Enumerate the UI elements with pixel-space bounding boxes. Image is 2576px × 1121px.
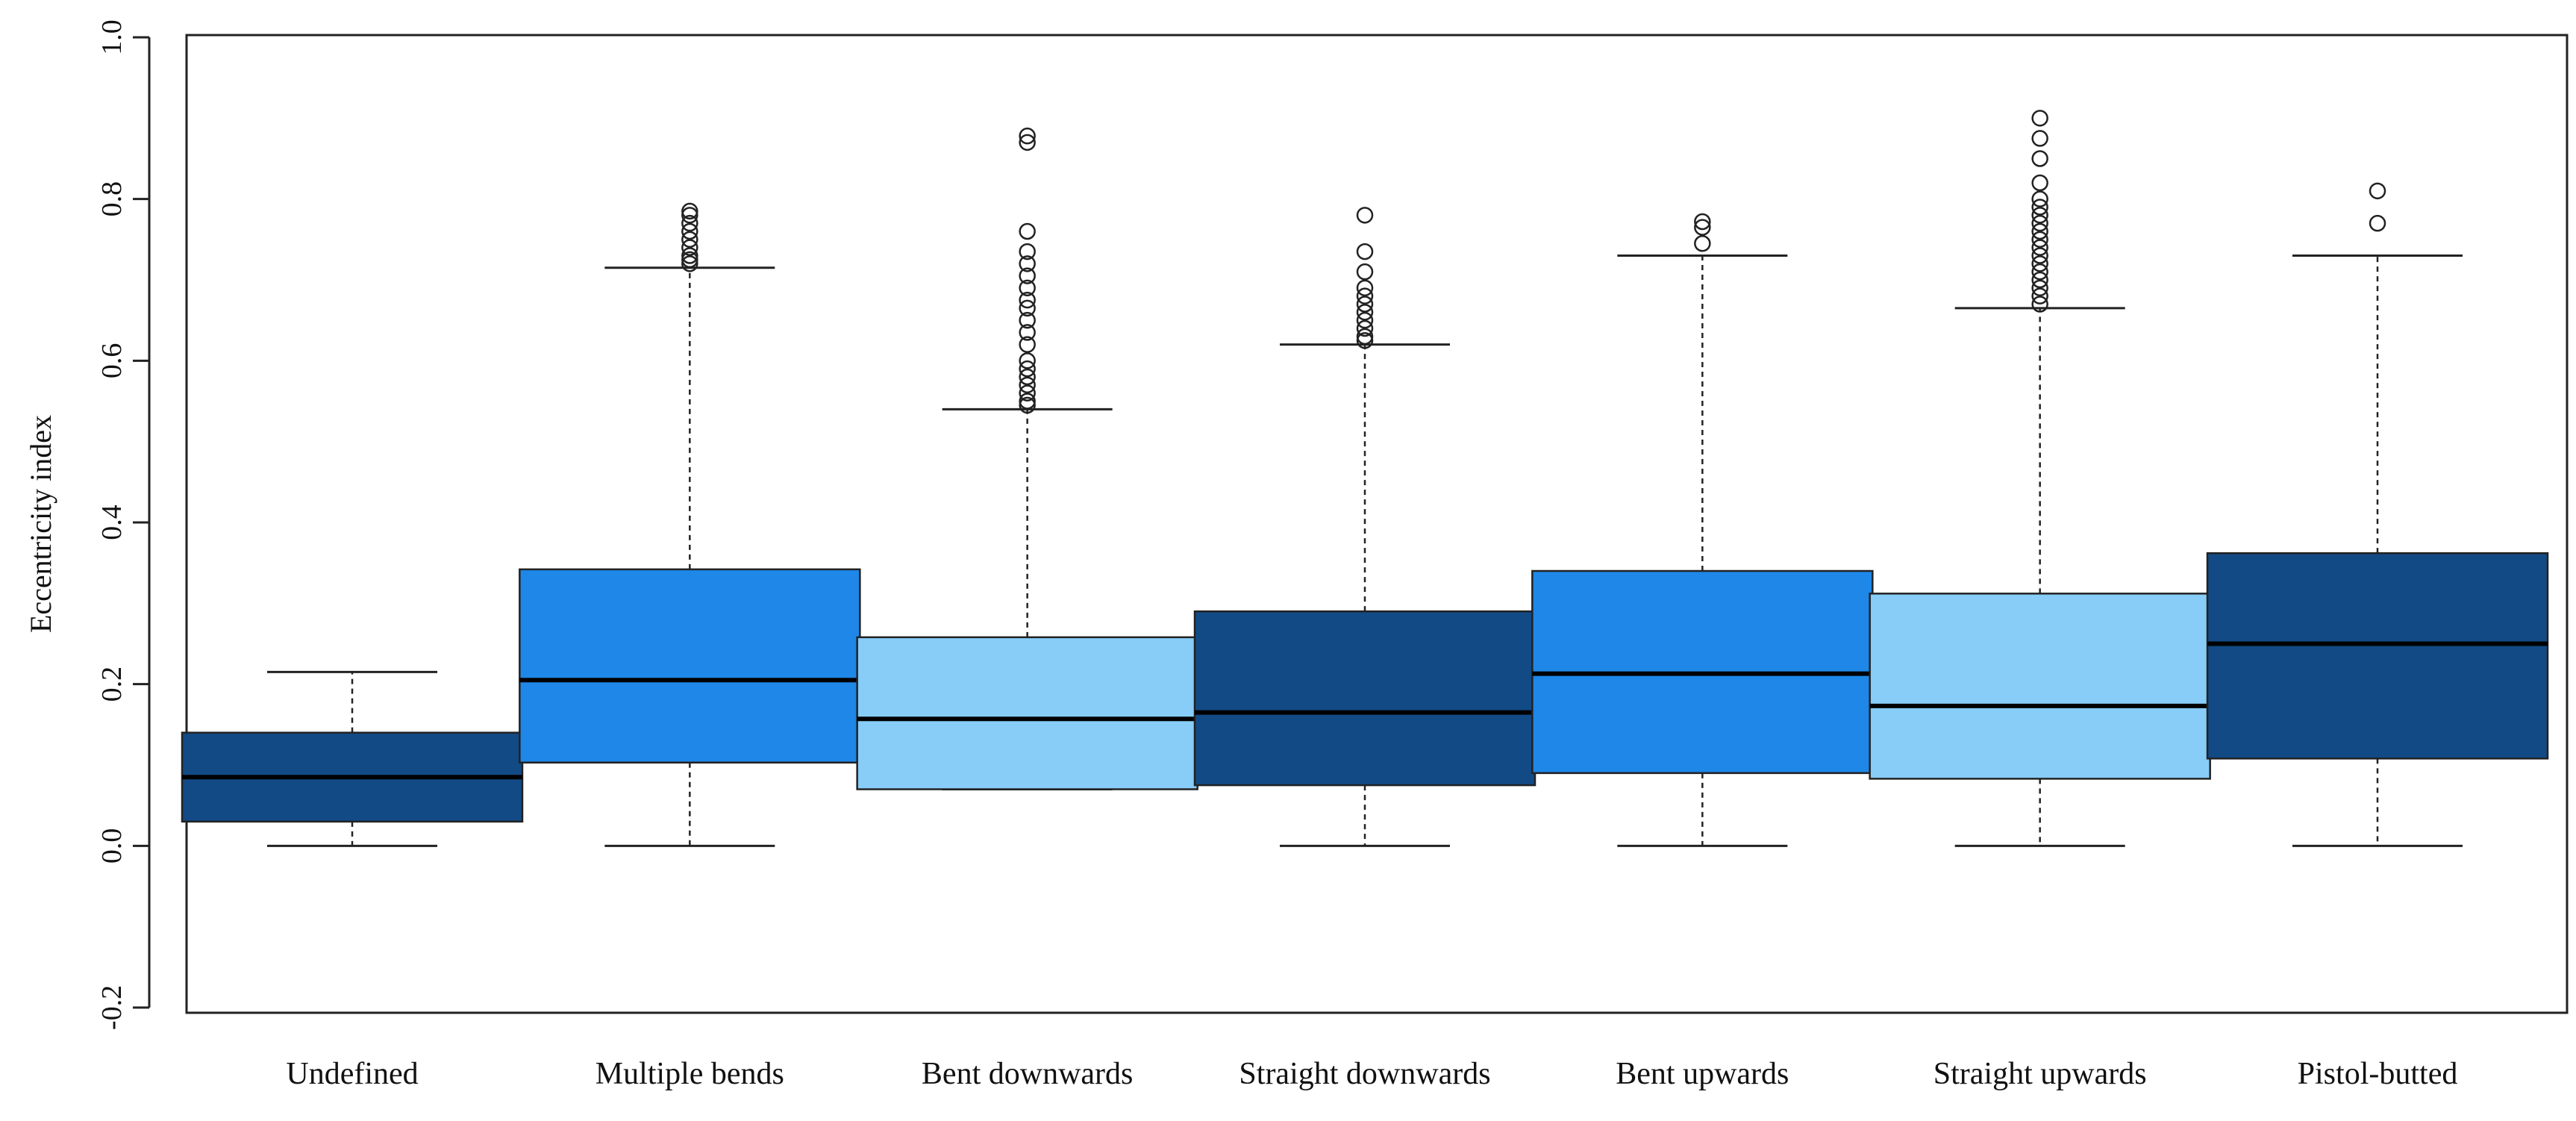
y-tick-label: 1.0 <box>96 19 128 55</box>
outlier-point <box>1356 263 1374 281</box>
outlier-point <box>2031 130 2048 147</box>
outlier-point <box>2031 239 2048 256</box>
outlier-point <box>1694 213 1711 231</box>
outlier-point <box>1019 384 1036 402</box>
outlier-point <box>2369 214 2386 232</box>
outlier-point <box>1019 393 1036 410</box>
outlier-point <box>2031 110 2048 127</box>
outlier-point <box>2031 150 2048 167</box>
outlier-point <box>2031 255 2048 272</box>
outlier-point <box>1019 368 1036 386</box>
outlier-point <box>1356 319 1374 337</box>
outlier-point <box>2031 296 2048 313</box>
outlier-point <box>1019 267 1036 284</box>
y-tick-label: 0.0 <box>96 828 128 864</box>
outlier-point <box>1019 222 1036 240</box>
outlier-point <box>681 239 698 256</box>
outlier-point <box>1356 332 1374 349</box>
category-label: Pistol-butted <box>2298 1057 2458 1091</box>
outlier-point <box>2031 247 2048 264</box>
outlier-point <box>2031 231 2048 249</box>
outlier-point <box>1019 243 1036 260</box>
outlier-point <box>1019 291 1036 309</box>
outlier-point <box>681 247 698 264</box>
outlier-point <box>2031 287 2048 305</box>
outlier-point <box>2031 263 2048 281</box>
outlier-point <box>1356 311 1374 329</box>
box-straight-downwards <box>1193 207 1536 847</box>
outlier-point <box>681 231 698 249</box>
plot-frame <box>185 34 2569 1014</box>
outlier-point <box>681 207 698 224</box>
outlier-point <box>2031 207 2048 224</box>
box-body <box>1193 610 1536 787</box>
outlier-point <box>1356 279 1374 297</box>
outlier-point <box>2031 279 2048 297</box>
outlier-point <box>1356 304 1374 321</box>
box-body <box>1869 593 2211 780</box>
category-label: Straight upwards <box>1933 1057 2147 1091</box>
category-label: Multiple bends <box>595 1057 784 1091</box>
box-body <box>519 568 861 764</box>
outlier-point <box>1019 324 1036 341</box>
outlier-point <box>1356 328 1374 346</box>
outlier-point <box>2031 199 2048 216</box>
box-body <box>856 636 1198 790</box>
outlier-point <box>1019 376 1036 394</box>
outlier-point <box>1019 396 1036 414</box>
outlier-point <box>1694 235 1711 252</box>
box-body <box>2206 552 2549 760</box>
y-tick-label: 0.8 <box>96 181 128 217</box>
box-multiple-bends <box>519 202 861 847</box>
box-bent-downwards <box>856 127 1198 790</box>
category-label: Straight downwards <box>1239 1057 1490 1091</box>
outlier-point <box>1019 127 1036 145</box>
category-label: Bent downwards <box>922 1057 1133 1091</box>
outlier-point <box>2031 271 2048 289</box>
outlier-point <box>681 214 698 232</box>
outlier-point <box>2369 182 2386 200</box>
outlier-point <box>681 222 698 240</box>
category-label: Undefined <box>286 1057 418 1091</box>
y-tick-label: 0.2 <box>96 666 128 702</box>
y-axis-title: Eccentricity index <box>24 415 57 633</box>
outlier-point <box>1019 360 1036 378</box>
outlier-point <box>1356 243 1374 260</box>
outlier-point <box>1019 134 1036 152</box>
outlier-point <box>1356 287 1374 305</box>
outlier-point <box>2031 190 2048 207</box>
outlier-point <box>1694 219 1711 236</box>
outlier-point <box>681 251 698 269</box>
box-undefined <box>181 670 524 847</box>
y-tick-label: 0.6 <box>96 343 128 379</box>
outlier-point <box>1356 296 1374 313</box>
category-label: Bent upwards <box>1616 1057 1789 1091</box>
outlier-point <box>681 255 698 272</box>
outlier-point <box>1019 279 1036 297</box>
outlier-point <box>1019 311 1036 329</box>
y-tick-label: -0.2 <box>96 985 128 1030</box>
x-axis-labels: Undefined Multiple bends Bent downwards Str… <box>286 1057 2457 1091</box>
outlier-point <box>1356 207 1374 224</box>
box-pistol-butted <box>2206 182 2549 847</box>
outlier-point <box>1019 336 1036 353</box>
outlier-point <box>681 202 698 220</box>
box-bent-upwards <box>1531 213 1874 847</box>
outlier-point <box>1019 255 1036 272</box>
outlier-point <box>2031 174 2048 192</box>
boxes-group <box>181 110 2549 847</box>
outlier-point <box>1019 352 1036 369</box>
outlier-point <box>1019 299 1036 317</box>
y-axis: -0.2 0.0 0.2 0.4 0.6 0.8 1.0 <box>96 19 151 1030</box>
box-straight-upwards <box>1869 110 2211 847</box>
outlier-point <box>2031 222 2048 240</box>
y-tick-label: 0.4 <box>96 505 128 540</box>
outlier-point <box>2031 214 2048 232</box>
